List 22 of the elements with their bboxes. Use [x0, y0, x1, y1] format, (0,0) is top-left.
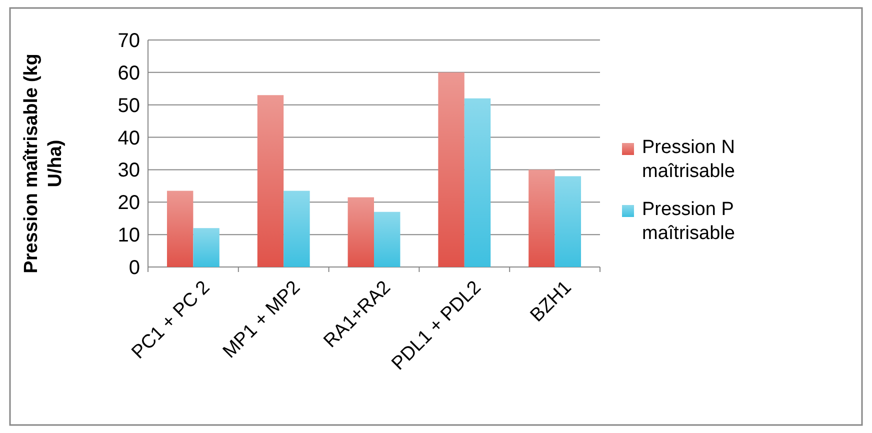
bar — [554, 176, 582, 267]
legend-label: Pression N maîtrisable — [642, 136, 736, 184]
bar — [374, 212, 400, 267]
y-tick-label: 20 — [118, 192, 140, 214]
y-tick-label: 0 — [128, 257, 140, 279]
bar — [193, 228, 220, 267]
y-tick-label: 70 — [118, 30, 140, 52]
bar — [257, 95, 284, 267]
legend-label: Pression P maîtrisable — [642, 198, 736, 246]
bar — [528, 170, 555, 267]
bar — [284, 190, 310, 267]
bar — [348, 197, 374, 267]
bar — [166, 190, 194, 267]
y-tick-label: 30 — [118, 160, 140, 182]
y-tick-label: 50 — [118, 94, 140, 117]
y-tick-label: 40 — [118, 127, 140, 150]
x-tick-label: PC1 + PC 2 — [128, 277, 214, 364]
bar — [464, 98, 491, 267]
y-axis-title: Pression maîtrisable (kg U/ha) — [20, 52, 67, 276]
y-tick-label: 60 — [118, 62, 140, 84]
y-tick-label: 10 — [118, 224, 140, 247]
bar — [438, 72, 464, 267]
